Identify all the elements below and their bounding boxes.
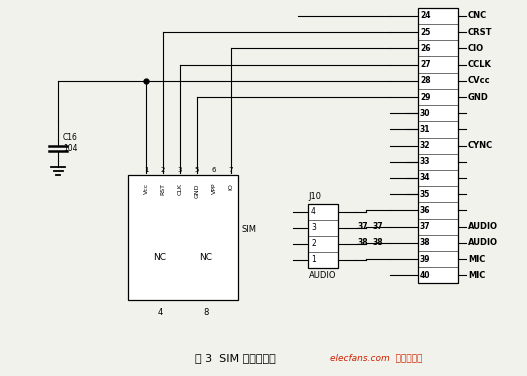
Text: 36: 36 (420, 206, 431, 215)
Text: AUDIO: AUDIO (468, 238, 498, 247)
Text: AUDIO: AUDIO (309, 271, 337, 280)
Text: 31: 31 (420, 125, 431, 134)
Text: 6: 6 (212, 167, 216, 173)
Text: 7: 7 (229, 167, 233, 173)
Text: SIM: SIM (242, 225, 257, 234)
Text: 2: 2 (311, 240, 316, 249)
Text: NC: NC (153, 253, 167, 262)
Text: 4: 4 (311, 208, 316, 217)
Text: Vcc: Vcc (143, 183, 149, 194)
Text: 2: 2 (161, 167, 165, 173)
Text: 4: 4 (158, 308, 163, 317)
Text: 3: 3 (178, 167, 182, 173)
Text: 28: 28 (420, 76, 431, 85)
Text: 37: 37 (420, 222, 431, 231)
Text: CRST: CRST (468, 28, 493, 37)
Text: 38: 38 (420, 238, 431, 247)
Text: 34: 34 (420, 173, 431, 182)
Text: 图 3  SIM 卡的连接图: 图 3 SIM 卡的连接图 (195, 353, 276, 363)
Text: 29: 29 (420, 92, 431, 102)
Text: GND: GND (468, 92, 489, 102)
Text: 39: 39 (420, 255, 431, 264)
Text: J10: J10 (308, 192, 321, 201)
Text: 30: 30 (420, 109, 431, 118)
Text: 5: 5 (195, 167, 199, 173)
Text: 37: 37 (373, 222, 383, 231)
Text: CIO: CIO (468, 44, 484, 53)
Text: C16
104: C16 104 (63, 133, 78, 153)
Text: CYNC: CYNC (468, 141, 493, 150)
Text: 38: 38 (373, 238, 383, 247)
Text: NC: NC (200, 253, 212, 262)
Bar (308, 204, 338, 268)
Text: 8: 8 (203, 308, 209, 317)
Text: 1: 1 (311, 256, 316, 264)
Text: MIC: MIC (468, 271, 485, 280)
Text: 32: 32 (420, 141, 431, 150)
Bar (418, 8, 458, 283)
Text: 37: 37 (358, 222, 368, 231)
Text: 24: 24 (420, 12, 431, 21)
Text: elecfans.com  电子发烧友: elecfans.com 电子发烧友 (330, 353, 422, 362)
Text: AUDIO: AUDIO (468, 222, 498, 231)
Bar (128, 175, 238, 300)
Text: RST: RST (161, 183, 165, 195)
Text: 26: 26 (420, 44, 431, 53)
Text: 38: 38 (358, 238, 368, 247)
Text: CCLK: CCLK (468, 60, 492, 69)
Text: 1: 1 (144, 167, 148, 173)
Text: 27: 27 (420, 60, 431, 69)
Text: 3: 3 (311, 223, 316, 232)
Text: 25: 25 (420, 28, 431, 37)
Text: 35: 35 (420, 190, 431, 199)
Text: CNC: CNC (468, 12, 487, 21)
Text: MIC: MIC (468, 255, 485, 264)
Text: 40: 40 (420, 271, 431, 280)
Text: GND: GND (194, 183, 200, 197)
Text: CLK: CLK (178, 183, 182, 195)
Text: IO: IO (229, 183, 233, 190)
Text: 33: 33 (420, 157, 431, 166)
Text: CVcc: CVcc (468, 76, 491, 85)
Text: VPP: VPP (211, 183, 217, 194)
